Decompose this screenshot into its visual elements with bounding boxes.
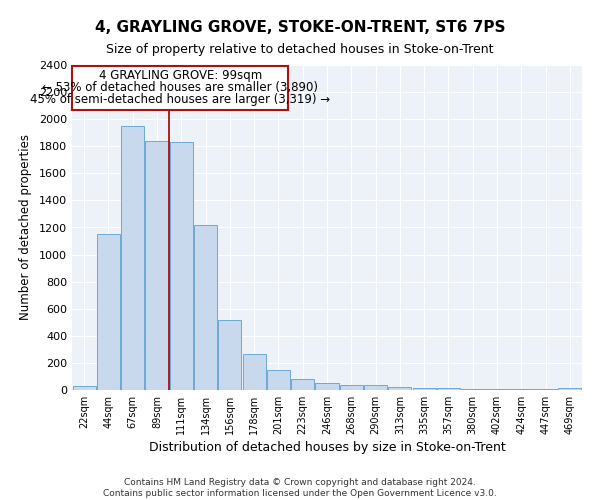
Text: 45% of semi-detached houses are larger (3,319) →: 45% of semi-detached houses are larger (… xyxy=(30,94,331,106)
Y-axis label: Number of detached properties: Number of detached properties xyxy=(19,134,32,320)
Text: Contains HM Land Registry data © Crown copyright and database right 2024.
Contai: Contains HM Land Registry data © Crown c… xyxy=(103,478,497,498)
Text: 4, GRAYLING GROVE, STOKE-ON-TRENT, ST6 7PS: 4, GRAYLING GROVE, STOKE-ON-TRENT, ST6 7… xyxy=(95,20,505,35)
X-axis label: Distribution of detached houses by size in Stoke-on-Trent: Distribution of detached houses by size … xyxy=(149,441,505,454)
Text: Size of property relative to detached houses in Stoke-on-Trent: Size of property relative to detached ho… xyxy=(106,42,494,56)
Bar xyxy=(316,383,338,390)
Bar xyxy=(145,141,169,390)
Bar xyxy=(413,388,436,390)
FancyBboxPatch shape xyxy=(73,66,288,110)
Bar xyxy=(97,234,120,390)
Text: 4 GRAYLING GROVE: 99sqm: 4 GRAYLING GROVE: 99sqm xyxy=(98,69,262,82)
Bar xyxy=(170,142,193,390)
Text: ← 53% of detached houses are smaller (3,890): ← 53% of detached houses are smaller (3,… xyxy=(43,81,319,94)
Bar xyxy=(340,384,363,390)
Bar xyxy=(121,126,144,390)
Bar xyxy=(291,379,314,390)
Bar xyxy=(364,384,387,390)
Bar xyxy=(388,388,412,390)
Bar xyxy=(73,386,95,390)
Bar xyxy=(218,320,241,390)
Bar xyxy=(437,388,460,390)
Bar xyxy=(194,225,217,390)
Bar xyxy=(267,370,290,390)
Bar xyxy=(242,354,266,390)
Bar xyxy=(559,388,581,390)
